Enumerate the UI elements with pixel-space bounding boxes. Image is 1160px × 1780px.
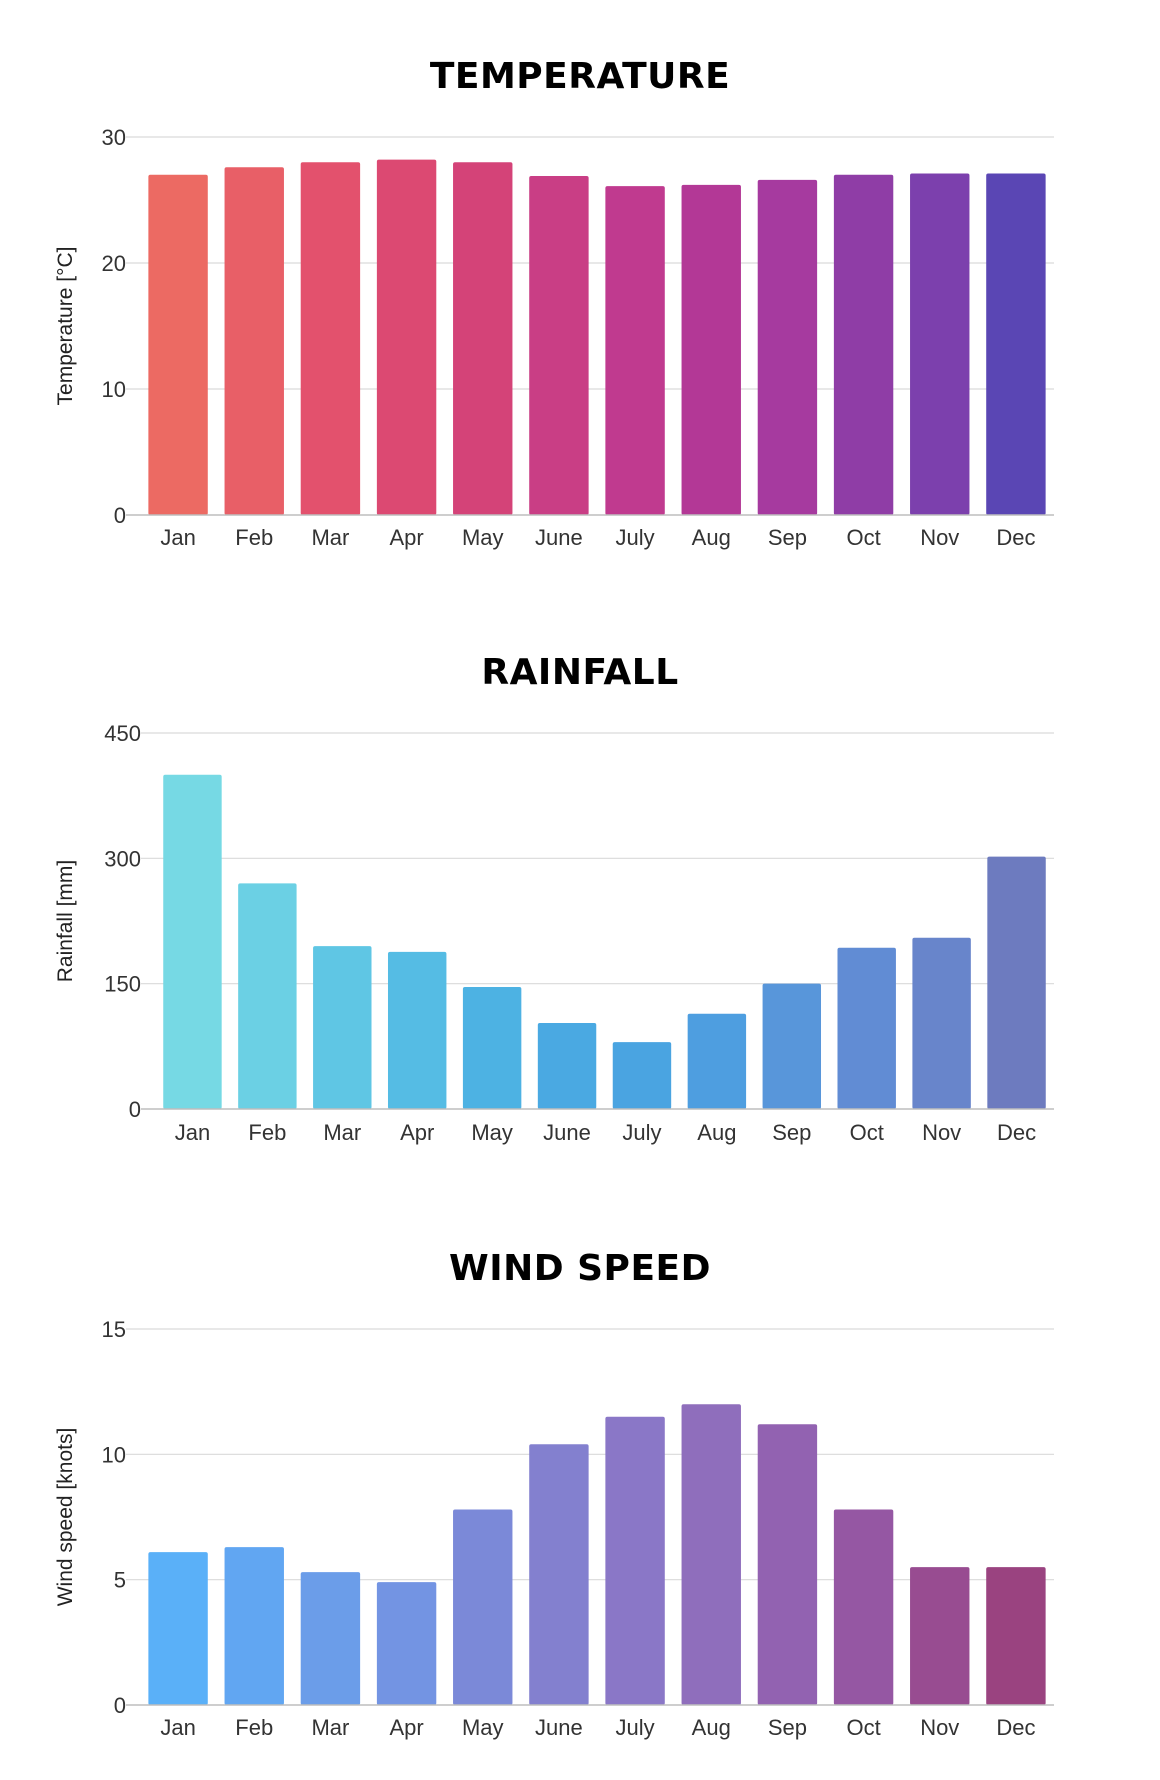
bar-jan: [148, 174, 208, 516]
x-tick-label: May: [462, 525, 504, 550]
bar-sep: [757, 179, 818, 515]
y-axis-label: Temperature [°C]: [54, 247, 77, 406]
y-axis-label: Wind speed [knots]: [54, 1428, 77, 1607]
x-tick-label: Mar: [311, 1715, 349, 1740]
temperature-chart: 0 10 20 30 Temperature [°C] Jan Feb Mar Apr May Ju…: [54, 125, 1054, 550]
bar-sep: [762, 983, 822, 1109]
x-tick-label: Nov: [922, 1120, 961, 1145]
rainfall-panel: RAINFALL 0 150 300 450 Rainfall [mm] Jan Feb Ma…: [54, 652, 1054, 1145]
y-tick-label: 150: [104, 972, 141, 997]
x-tick-label: Oct: [846, 1715, 880, 1740]
bar-july: [612, 1042, 672, 1109]
x-tick-label: Dec: [996, 525, 1035, 550]
chart-title: WIND SPEED: [448, 1248, 712, 1289]
temperature-panel: TEMPERATURE 0 10 20 30 Temperature [°C] Jan Fe…: [0, 0, 1160, 590]
y-tick-label: 10: [102, 377, 126, 402]
x-tick-label: Apr: [389, 525, 423, 550]
x-tick-label: Dec: [997, 1120, 1036, 1145]
bar-oct: [837, 947, 896, 1109]
x-tick-label: Sep: [772, 1120, 811, 1145]
x-tick-label: Feb: [235, 1715, 273, 1740]
rainfall-chart: 0 150 300 450 Rainfall [mm] Jan Feb Mar Apr May Ju…: [54, 721, 1054, 1145]
y-tick-label: 5: [114, 1568, 126, 1593]
bar-may: [453, 1509, 513, 1705]
x-tick-label: Nov: [920, 525, 959, 550]
bar-oct: [833, 1509, 894, 1705]
bar-june: [529, 1444, 589, 1705]
bar-feb: [224, 1547, 284, 1705]
bar-apr: [376, 159, 437, 515]
x-tick-label: Mar: [311, 525, 349, 550]
bar-july: [605, 1416, 665, 1705]
bar-may: [462, 987, 522, 1109]
y-tick-label: 450: [104, 721, 141, 746]
x-tick-label: Apr: [400, 1120, 434, 1145]
bar-aug: [681, 1404, 741, 1705]
y-tick-label: 0: [114, 503, 126, 528]
x-tick-label: July: [616, 1715, 655, 1740]
bar-jan: [163, 774, 222, 1109]
bar-dec: [986, 1567, 1046, 1705]
bar-nov: [910, 173, 970, 516]
x-tick-label: July: [616, 525, 655, 550]
bar-mar: [300, 162, 361, 515]
bar-nov: [910, 1567, 970, 1705]
x-tick-label: Aug: [692, 1715, 731, 1740]
bar-dec: [987, 856, 1046, 1109]
x-tick-label: Aug: [697, 1120, 736, 1145]
y-tick-label: 300: [104, 846, 141, 871]
x-tick-label: Apr: [389, 1715, 423, 1740]
x-tick-label: May: [471, 1120, 513, 1145]
x-tick-label: Aug: [692, 525, 731, 550]
x-tick-label: Sep: [768, 525, 807, 550]
y-tick-label: 0: [129, 1097, 141, 1122]
x-tick-label: Jan: [160, 1715, 195, 1740]
bar-dec: [986, 173, 1046, 516]
x-tick-label: Oct: [846, 525, 880, 550]
bar-apr: [387, 951, 447, 1109]
bar-sep: [757, 1424, 818, 1705]
x-tick-label: Sep: [768, 1715, 807, 1740]
bar-feb: [238, 883, 297, 1109]
bar-jan: [148, 1552, 208, 1705]
y-tick-label: 0: [114, 1693, 126, 1718]
bar-may: [453, 162, 513, 515]
x-tick-label: May: [462, 1715, 504, 1740]
y-axis-label: Rainfall [mm]: [54, 860, 77, 983]
y-tick-label: 10: [102, 1442, 126, 1467]
x-tick-label: Nov: [920, 1715, 959, 1740]
x-tick-label: June: [535, 1715, 583, 1740]
bar-apr: [376, 1582, 437, 1705]
bar-aug: [681, 184, 741, 515]
x-tick-label: June: [543, 1120, 591, 1145]
x-tick-label: Feb: [248, 1120, 286, 1145]
bar-mar: [313, 946, 372, 1109]
bar-feb: [224, 167, 284, 516]
chart-title: RAINFALL: [481, 652, 679, 693]
bar-oct: [833, 174, 894, 516]
bar-june: [529, 176, 589, 515]
y-tick-label: 15: [102, 1317, 126, 1342]
chart-title: TEMPERATURE: [429, 56, 731, 97]
bar-nov: [912, 937, 971, 1109]
bar-july: [605, 186, 665, 515]
y-tick-label: 20: [102, 251, 126, 276]
x-tick-label: Jan: [160, 525, 195, 550]
x-tick-label: Feb: [235, 525, 273, 550]
x-tick-label: Dec: [996, 1715, 1035, 1740]
y-tick-label: 30: [102, 125, 126, 150]
x-tick-label: Jan: [175, 1120, 210, 1145]
bar-june: [537, 1022, 597, 1109]
x-tick-label: July: [622, 1120, 661, 1145]
x-tick-label: Oct: [850, 1120, 884, 1145]
x-tick-label: Mar: [323, 1120, 361, 1145]
bar-mar: [300, 1572, 361, 1705]
bar-aug: [687, 1013, 747, 1109]
x-tick-label: June: [535, 525, 583, 550]
